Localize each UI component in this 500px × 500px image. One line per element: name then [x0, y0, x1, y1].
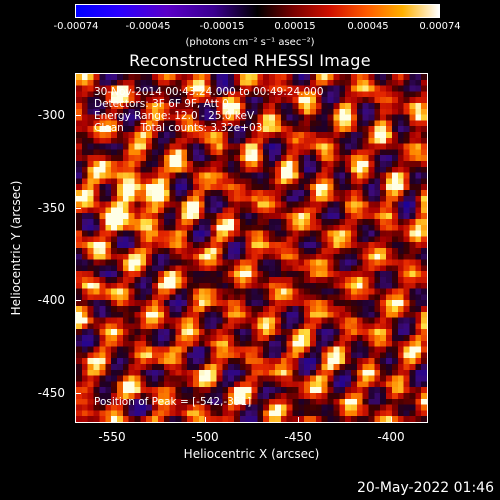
x-tick-mark [391, 417, 392, 423]
y-tick-mark [75, 300, 81, 301]
x-tick-label: -550 [98, 430, 126, 444]
y-axis-label: Heliocentric Y (arcsec) [9, 180, 23, 316]
colorbar-unit-label: (photons cm⁻² s⁻¹ asec⁻²) [185, 37, 315, 48]
x-axis-label: Heliocentric X (arcsec) [183, 447, 320, 461]
colorbar-tick-label: 0.00074 [419, 21, 461, 32]
y-tick-label: -400 [37, 293, 65, 307]
colorbar [75, 4, 440, 18]
x-tick-label: -400 [377, 430, 405, 444]
y-tick-label: -450 [37, 386, 65, 400]
x-tick-mark [112, 417, 113, 423]
clean-counts-text: Clean Total counts: 3.32e+03 [94, 122, 263, 134]
y-tick-mark [75, 115, 81, 116]
colorbar-tick-label: -0.00074 [53, 21, 99, 32]
colorbar-tick-label: -0.00045 [125, 21, 171, 32]
energy-range-text: Energy Range: 12.0 - 25.0 keV [94, 110, 255, 122]
x-tick-label: -450 [284, 430, 312, 444]
plot-area: 30-Nov-2014 00:43:24.000 to 00:49:24.000… [75, 73, 428, 423]
y-tick-mark [75, 393, 81, 394]
detectors-text: Detectors: 3F 6F 9F, Att 0 [94, 98, 229, 110]
x-tick-mark [205, 417, 206, 423]
rhessi-image-map [76, 74, 427, 422]
peak-position-text: Position of Peak = [-542,-351] [94, 396, 252, 408]
y-tick-label: -350 [37, 201, 65, 215]
x-tick-mark [298, 417, 299, 423]
timestamp: 20-May-2022 01:46 [356, 480, 494, 496]
image-title: Reconstructed RHESSI Image [129, 51, 371, 70]
colorbar-tick-label: 0.00015 [274, 21, 316, 32]
y-tick-mark [75, 208, 81, 209]
colorbar-tick-label: 0.00045 [347, 21, 389, 32]
y-tick-label: -300 [37, 108, 65, 122]
time-range-text: 30-Nov-2014 00:43:24.000 to 00:49:24.000 [94, 86, 324, 98]
x-tick-label: -500 [191, 430, 219, 444]
colorbar-tick-label: -0.00015 [199, 21, 245, 32]
